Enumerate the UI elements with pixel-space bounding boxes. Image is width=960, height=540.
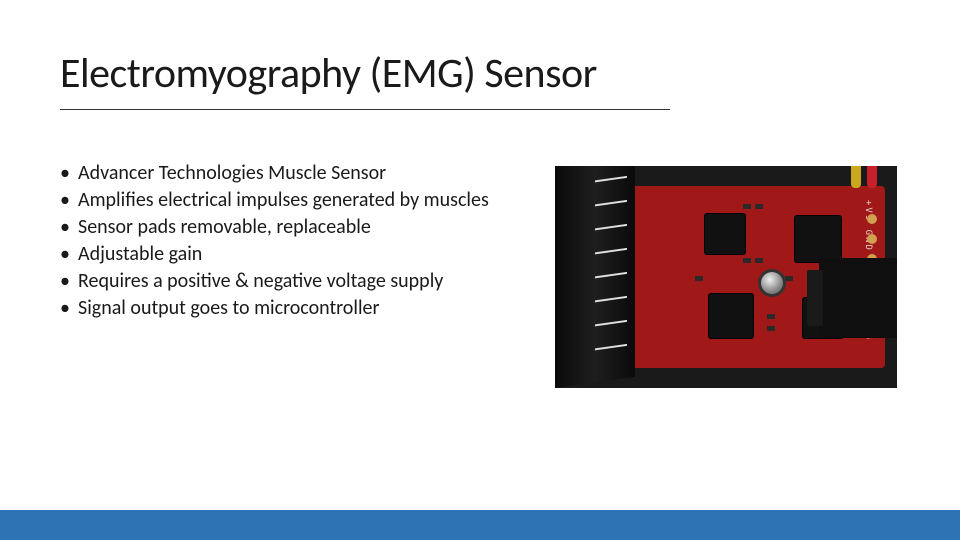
wire-yellow: [851, 166, 861, 188]
bullet-item: Adjustable gain: [60, 241, 520, 268]
gain-potentiometer: [761, 272, 783, 294]
bullet-list: Advancer Technologies Muscle Sensor Ampl…: [60, 160, 520, 322]
wire-red: [867, 166, 877, 188]
bullet-item: Amplifies electrical impulses generated …: [60, 187, 520, 214]
title-underline: [60, 109, 670, 110]
footer-accent-bar: [0, 510, 960, 540]
bullet-item: Sensor pads removable, replaceable: [60, 214, 520, 241]
ic-chip: [795, 216, 841, 262]
bullet-item: Signal output goes to microcontroller: [60, 295, 520, 322]
scale-ruler: [555, 166, 635, 388]
bullet-item: Advancer Technologies Muscle Sensor: [60, 160, 520, 187]
sensor-photo: +Vs GND -Vs GND SIG: [555, 166, 897, 388]
output-cable: [819, 258, 897, 338]
slide: Electromyography (EMG) Sensor Advancer T…: [0, 0, 960, 540]
slide-title: Electromyography (EMG) Sensor: [60, 48, 597, 99]
ic-chip: [709, 294, 753, 338]
ic-chip: [705, 214, 745, 254]
bullet-item: Requires a positive & negative voltage s…: [60, 268, 520, 295]
